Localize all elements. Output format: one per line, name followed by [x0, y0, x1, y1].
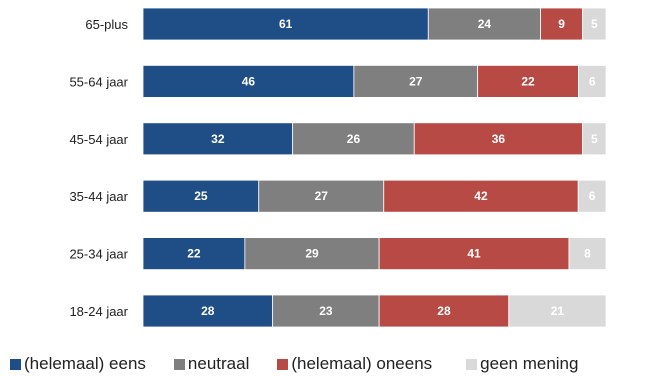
bar-value-label: 27 [409, 74, 423, 88]
legend-label: (helemaal) eens [24, 354, 146, 373]
bar-value-label: 61 [279, 17, 293, 31]
legend-swatch [173, 358, 185, 370]
bar-value-label: 9 [558, 17, 565, 31]
legend-label: neutraal [187, 354, 250, 373]
bar-segment [142, 179, 260, 213]
bar-value-label: 27 [315, 189, 329, 203]
bar-segment [142, 122, 294, 156]
legend-swatch [466, 358, 478, 370]
bar-value-label: 25 [194, 189, 208, 203]
bar-value-label: 28 [437, 304, 451, 318]
category-label: 18-24 jaar [69, 304, 128, 319]
bar-value-label: 23 [319, 304, 333, 318]
bar-segment [292, 122, 415, 156]
bar-value-label: 26 [347, 132, 361, 146]
legend-swatch [277, 358, 289, 370]
chart-legend: (helemaal) eens neutraal (helemaal) oneens… [10, 353, 578, 375]
category-label: 25-34 jaar [69, 247, 128, 262]
bar-segment [577, 179, 607, 213]
bar-segment [508, 294, 607, 328]
stacked-bar-chart: 65-plus 61 24 9 5 55-64 jaar 46 27 22 6 45-54 jaar… [69, 7, 607, 328]
bar-segment [582, 122, 607, 156]
bar-value-label: 21 [551, 304, 565, 318]
bar-segment [378, 294, 510, 328]
bar-value-label: 42 [474, 189, 488, 203]
bar-value-label: 24 [478, 17, 492, 31]
bar-value-label: 8 [584, 247, 591, 261]
bar-value-label: 6 [589, 74, 596, 88]
category-label: 65-plus [85, 17, 128, 32]
bar-segment [427, 7, 541, 41]
bar-segment [378, 237, 570, 271]
bar-segment [540, 7, 584, 41]
bar-segment [477, 65, 579, 98]
bar-value-label: 41 [467, 247, 481, 261]
bar-segment [383, 179, 579, 213]
bar-value-label: 6 [589, 189, 596, 203]
bar-segment [353, 65, 479, 98]
legend-item: (helemaal) oneens [277, 354, 432, 374]
bar-segment [578, 65, 607, 98]
legend-item: (helemaal) eens [10, 354, 146, 374]
bar-segment [258, 179, 385, 213]
bar-segment [142, 7, 429, 41]
bar-value-label: 36 [492, 132, 506, 146]
legend-swatch [10, 358, 21, 370]
legend-label: geen mening [480, 354, 579, 373]
category-label: 35-44 jaar [69, 189, 128, 204]
bar-value-label: 29 [305, 247, 319, 261]
bar-value-label: 22 [521, 74, 535, 88]
bar-value-label: 5 [591, 132, 598, 146]
legend-item: neutraal [173, 354, 250, 374]
category-label: 45-54 jaar [69, 132, 128, 147]
bar-segment [142, 65, 355, 98]
bar-value-label: 22 [187, 247, 201, 261]
bar-value-label: 46 [242, 74, 256, 88]
bar-value-label: 32 [211, 132, 225, 146]
bar-segment [582, 7, 607, 41]
category-label: 55-64 jaar [69, 74, 128, 89]
bar-segment [568, 237, 607, 271]
bar-segment [413, 122, 584, 156]
bar-value-label: 5 [591, 17, 598, 31]
bar-value-label: 28 [201, 304, 215, 318]
legend-item: geen mening [466, 354, 578, 374]
legend-label: (helemaal) oneens [291, 354, 433, 373]
